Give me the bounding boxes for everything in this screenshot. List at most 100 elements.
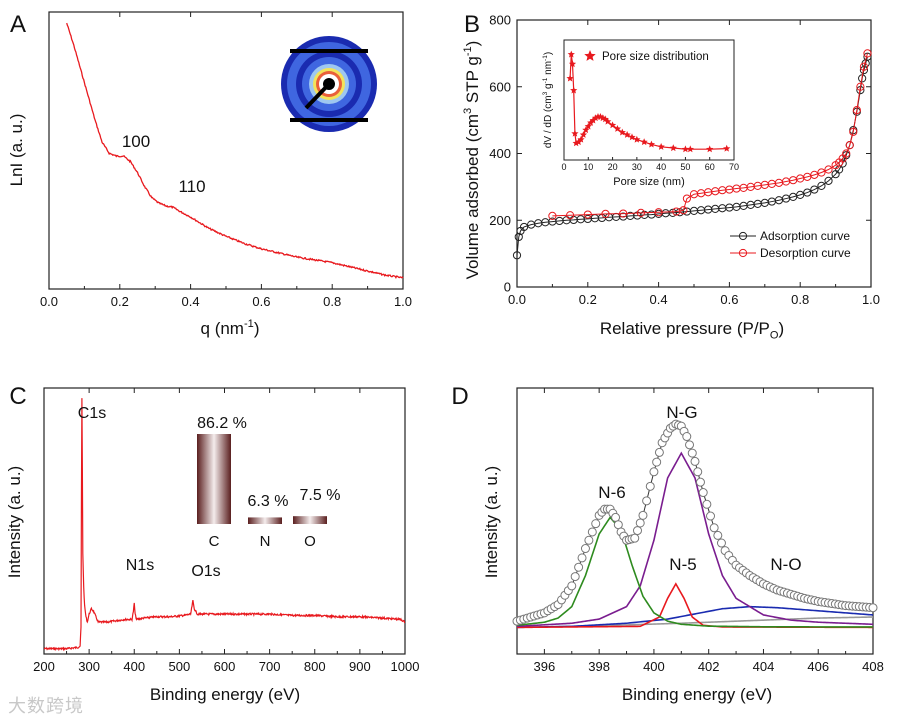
panel-d-envelope-marker [652, 457, 662, 467]
panel-b-series-line [516, 56, 868, 256]
panel-b-series-marker [817, 181, 826, 190]
panel-b-inset-marker [604, 117, 612, 125]
panel-b-series-marker [803, 188, 812, 197]
panel-b-series-marker [601, 209, 610, 219]
panel-d-envelope-marker [695, 477, 705, 487]
panel-b-ylabel: Volume adsorbed (cm3 STP g-1) [462, 41, 482, 280]
panel-b-xlabel-part: Relative pressure (P/P [600, 319, 770, 338]
panel-b-ytick-label: 600 [489, 79, 511, 94]
panel-c-inset-value-label: 6.3 % [248, 493, 289, 510]
panel-c-xtick-label: 200 [33, 659, 55, 674]
panel-b-series-marker [654, 208, 663, 217]
panel-d-envelope-marker [591, 519, 601, 529]
panel-b-ylabel-part: -1 [462, 46, 474, 56]
panel-b-inset-marker [723, 144, 731, 152]
panel-b-inset-marker [669, 144, 677, 152]
panel-b-inset-xtick-label: 40 [656, 162, 666, 172]
panel-b-inset-marker [572, 139, 580, 147]
panel-d-envelope-marker [693, 467, 703, 477]
panel-b-series-marker [519, 222, 529, 232]
panel-b-series-marker [514, 232, 523, 242]
panel-d-envelope-marker [635, 518, 645, 528]
panel-b-ylabel-part: STP g [463, 56, 482, 108]
panel-a-curve [66, 22, 404, 279]
panel-d-xtick-label: 400 [643, 659, 665, 674]
panel-a-xlabel: q (nm-1) [201, 318, 260, 338]
panel-b-ylabel-part: Volume adsorbed (cm [463, 114, 482, 279]
panel-b-inset-marker [647, 140, 656, 148]
panel-d-envelope-marker [682, 432, 692, 442]
panel-c-inset-value-label: 7.5 % [300, 487, 341, 504]
panel-b-inset-marker [587, 119, 595, 126]
panel-d-envelope-marker [706, 511, 716, 521]
panel-a-xlabel-part: q (nm [201, 319, 244, 338]
panel-b-inset-marker [577, 135, 585, 143]
panel-b-inset-marker [579, 131, 588, 138]
panel-d-envelope-marker [638, 510, 648, 520]
panel-d-xtick-label: 396 [534, 659, 556, 674]
panel-d-envelope-marker [690, 456, 700, 466]
panel-a-inset-saxs [281, 36, 377, 132]
panel-c-xtick-label: 300 [78, 659, 100, 674]
panel-a-ylabel: LnI (a. u.) [7, 114, 26, 187]
panel-d-envelope-marker [577, 553, 587, 563]
panel-b-inset-marker [589, 116, 597, 124]
panel-d-envelope-marker [716, 538, 726, 548]
panel-b-legend-marker [738, 248, 748, 258]
panel-b-inset-ylabel-part: ) [543, 52, 554, 55]
panel-d-envelope-marker [702, 499, 712, 509]
panel-d-xtick-label: 402 [698, 659, 720, 674]
panel-d-xlabel: Binding energy (eV) [622, 685, 772, 704]
panel-b-inset-xlabel: Pore size (nm) [613, 176, 685, 188]
panel-c-inset-bar [293, 516, 327, 524]
panel-b-series-marker [636, 208, 646, 218]
panel-b-inset-ylabel-part: dV / dD (cm [543, 95, 554, 148]
panel-b-ytick-label: 800 [489, 13, 511, 28]
panel-a-xlabel-part: -1 [244, 318, 254, 330]
panel-b-inset-ylabel-part: nm [543, 61, 554, 78]
panel-b-xlabel-part: ) [779, 319, 785, 338]
panel-b-legend-label: Desorption curve [760, 246, 851, 260]
panel-a-xtick-label: 0.0 [40, 294, 58, 309]
watermark: 大数跨境 [8, 696, 84, 717]
panel-b-inset-xtick-label: 60 [705, 162, 715, 172]
panel-b-series-marker [682, 194, 692, 203]
panel-b-series-marker [849, 127, 858, 136]
panel-b-series-marker [817, 168, 826, 177]
panel-a-annotation-110: 110 [178, 177, 205, 196]
panel-b-inset-xtick-label: 20 [608, 162, 618, 172]
panel-b-xtick-label: 0.0 [508, 292, 526, 307]
panel-c-xtick-label: 600 [214, 659, 236, 674]
panel-d-xtick-label: 404 [753, 659, 775, 674]
panel-b-inset-marker [570, 86, 578, 94]
panel-d-xtick-label: 408 [862, 659, 884, 674]
panel-d-peak-N-O [516, 605, 874, 629]
panel-c-xtick-label: 700 [259, 659, 281, 674]
panel-d-envelope-marker [570, 572, 580, 582]
panel-b-inset-marker [686, 145, 694, 153]
panel-b-series-marker [619, 209, 628, 218]
panel-c-inset-category: N [260, 533, 271, 550]
panel-b-inset-marker [613, 125, 622, 132]
panel-c-annotation-o1s: O1s [191, 563, 220, 580]
panel-b-ytick-label: 200 [489, 213, 511, 228]
panel-b-series-marker [679, 206, 688, 215]
panel-b-inset-marker [568, 60, 577, 68]
panel-d-envelope-marker [687, 448, 697, 458]
panel-b-inset-marker [571, 129, 579, 137]
panel-d-envelope-marker [685, 440, 695, 450]
panel-b-ylabel-part: ) [463, 41, 482, 47]
panel-c-inset-category: C [209, 533, 220, 550]
panel-b-inset-xtick-label: 70 [729, 162, 739, 172]
panel-b-inset-marker [591, 114, 600, 122]
panel-b-inset-legend-marker [584, 50, 596, 61]
panel-d-envelope-marker [868, 603, 878, 613]
panel-a-xtick-label: 0.8 [323, 294, 341, 309]
panel-b-series-marker [863, 52, 872, 61]
panel-b-inset-marker [706, 145, 714, 153]
panel-b-inset-xtick-label: 0 [561, 162, 566, 172]
panel-b-series-marker [824, 165, 833, 174]
panel-b-inset-ylabel-part: -1 [542, 55, 549, 61]
panel-b-series-marker [548, 211, 557, 221]
panel-d-peak-N-6 [516, 516, 874, 628]
